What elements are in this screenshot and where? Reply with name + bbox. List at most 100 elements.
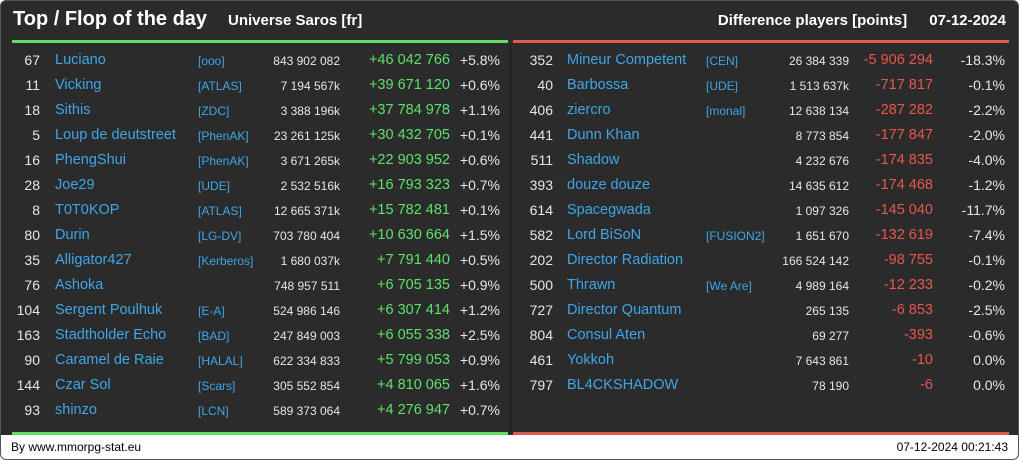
points-difference: +37 784 978: [368, 102, 450, 118]
alliance-tag-link[interactable]: [ZDC]: [198, 104, 230, 118]
player-name-link[interactable]: Vicking: [55, 77, 102, 93]
player-points: 4 232 676: [795, 154, 849, 168]
player-rank: 804: [529, 327, 553, 343]
alliance-tag-link[interactable]: [BAD]: [198, 329, 230, 343]
footer-timestamp: 07-12-2024 00:21:43: [896, 440, 1008, 454]
alliance-tag-link[interactable]: [Scars]: [198, 379, 236, 393]
player-name-link[interactable]: shinzo: [55, 402, 97, 418]
player-name-link[interactable]: ziercro: [567, 102, 611, 118]
points-difference: +15 782 481: [368, 202, 450, 218]
points-difference: +16 793 323: [368, 177, 450, 193]
player-points: 4 989 164: [795, 279, 849, 293]
percent-change: -2.2%: [968, 102, 1005, 118]
percent-change: +0.9%: [459, 352, 500, 368]
player-points: 265 135: [805, 304, 849, 318]
percent-change: -1.2%: [968, 177, 1005, 193]
percent-change: 0.0%: [973, 377, 1005, 393]
player-name-link[interactable]: Director Quantum: [567, 302, 682, 318]
alliance-tag-link[interactable]: [UDE]: [706, 79, 739, 93]
percent-change: -0.2%: [968, 277, 1005, 293]
alliance-tag-link[interactable]: [monal]: [706, 104, 746, 118]
player-name-link[interactable]: T0T0KOP: [55, 202, 120, 218]
player-name-link[interactable]: Ashoka: [55, 277, 104, 293]
player-rank: 90: [24, 352, 40, 368]
alliance-tag-link[interactable]: [LCN]: [198, 404, 229, 418]
player-name-link[interactable]: Durin: [55, 227, 90, 243]
footer-credit[interactable]: By www.mmorpg-stat.eu: [11, 440, 142, 454]
player-name-link[interactable]: Luciano: [55, 52, 106, 68]
flop-players-list: 352 Mineur Competent [CEN] 26 384 339 -5 906…: [513, 48, 1009, 423]
alliance-tag-link[interactable]: [CEN]: [706, 54, 739, 68]
points-difference: -10: [912, 352, 933, 368]
alliance-tag-link[interactable]: [LG-DV]: [198, 229, 242, 243]
alliance-tag-link[interactable]: [UDE]: [198, 179, 231, 193]
player-name-link[interactable]: Joe29: [55, 177, 95, 193]
player-name-link[interactable]: Caramel de Raie: [55, 352, 164, 368]
player-rank: 461: [529, 352, 553, 368]
player-rank: 727: [529, 302, 553, 318]
player-name-link[interactable]: Alligator427: [55, 252, 132, 268]
footer: By www.mmorpg-stat.eu 07-12-2024 00:21:4…: [1, 435, 1018, 459]
player-rank: 441: [529, 127, 553, 143]
player-name-link[interactable]: Dunn Khan: [567, 127, 640, 143]
player-name-link[interactable]: Director Radiation: [567, 252, 684, 268]
player-points: 748 957 511: [274, 279, 340, 293]
player-name-link[interactable]: Sergent Poulhuk: [55, 302, 163, 318]
player-rank: 144: [16, 377, 40, 393]
alliance-tag-link[interactable]: [E-A]: [198, 304, 225, 318]
player-name-link[interactable]: Spacegwada: [567, 202, 651, 218]
player-name-link[interactable]: Sithis: [55, 102, 91, 118]
table-row: 28 Joe29 [UDE] 2 532 516k +16 793 323 +0.7%: [12, 173, 508, 198]
alliance-tag-link[interactable]: [PhenAK]: [198, 154, 249, 168]
percent-change: -18.3%: [960, 52, 1005, 68]
player-name-link[interactable]: Stadtholder Echo: [55, 327, 167, 343]
points-difference: -132 619: [875, 227, 933, 243]
percent-change: -4.0%: [968, 152, 1005, 168]
points-difference: +39 671 120: [368, 77, 450, 93]
player-name-link[interactable]: PhengShui: [55, 152, 126, 168]
player-name-link[interactable]: douze douze: [567, 177, 651, 193]
player-points: 2 532 516k: [280, 179, 340, 193]
points-difference: +6 055 338: [377, 327, 450, 343]
table-row: 804 Consul Aten 69 277 -393 -0.6%: [513, 323, 1009, 348]
column-divider: [510, 43, 511, 432]
flop-bottom-bar: [513, 432, 1009, 435]
player-points: 703 780 404: [273, 229, 340, 243]
flop-accent-bar: [513, 40, 1009, 43]
table-row: 797 BL4CKSHADOW 78 190 -6 0.0%: [513, 373, 1009, 398]
percent-change: -0.1%: [968, 77, 1005, 93]
player-name-link[interactable]: Lord BiSoN: [567, 227, 642, 243]
player-name-link[interactable]: Consul Aten: [567, 327, 646, 343]
alliance-tag-link[interactable]: [HALAL]: [198, 354, 243, 368]
percent-change: -0.1%: [968, 252, 1005, 268]
alliance-tag-link[interactable]: [Kerberos]: [198, 254, 254, 268]
player-rank: 80: [24, 227, 40, 243]
percent-change: +1.2%: [459, 302, 500, 318]
points-difference: +4 810 065: [377, 377, 450, 393]
alliance-tag-link[interactable]: [ATLAS]: [198, 204, 242, 218]
alliance-tag-link[interactable]: [ATLAS]: [198, 79, 242, 93]
player-rank: 163: [16, 327, 40, 343]
player-name-link[interactable]: Yokkoh: [567, 352, 615, 368]
player-name-link[interactable]: Loup de deutstreet: [55, 127, 176, 143]
alliance-tag-link[interactable]: [PhenAK]: [198, 129, 249, 143]
player-name-link[interactable]: BL4CKSHADOW: [567, 377, 679, 393]
player-name-link[interactable]: Czar Sol: [55, 377, 111, 393]
player-points: 305 552 854: [273, 379, 340, 393]
alliance-tag-link[interactable]: [We Are]: [706, 279, 752, 293]
player-rank: 28: [24, 177, 40, 193]
points-difference: +4 276 947: [377, 402, 450, 418]
percent-change: +1.5%: [459, 227, 500, 243]
alliance-tag-link[interactable]: [FUSION2]: [706, 229, 765, 243]
player-points: 8 773 854: [795, 129, 849, 143]
player-name-link[interactable]: Thrawn: [567, 277, 616, 293]
player-name-link[interactable]: Mineur Competent: [567, 52, 687, 68]
table-row: 441 Dunn Khan 8 773 854 -177 847 -2.0%: [513, 123, 1009, 148]
player-name-link[interactable]: Shadow: [567, 152, 620, 168]
player-rank: 93: [24, 402, 40, 418]
percent-change: +0.5%: [459, 252, 500, 268]
points-difference: +46 042 766: [368, 52, 450, 68]
alliance-tag-link[interactable]: [ooo]: [198, 54, 225, 68]
player-points: 589 373 064: [273, 404, 340, 418]
player-name-link[interactable]: Barbossa: [567, 77, 629, 93]
